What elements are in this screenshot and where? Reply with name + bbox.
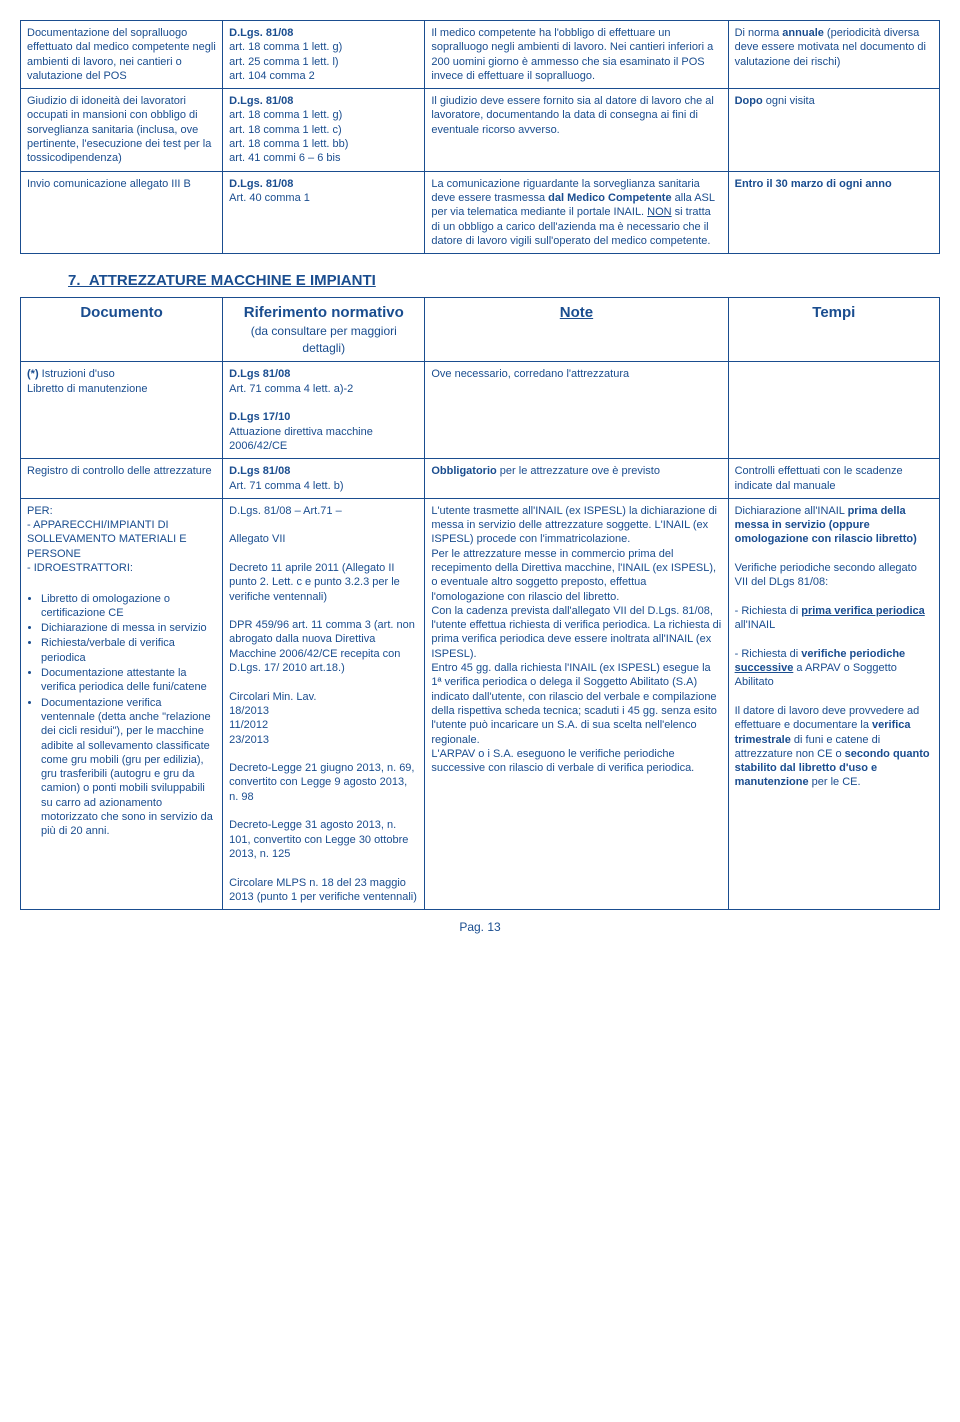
header-tempi-text: Tempi [812, 304, 855, 321]
header-ref: Riferimento normativo (da consultare per… [223, 298, 425, 362]
header-note-text: Note [560, 304, 593, 321]
cell-doc: Documentazione del sopralluogo effettuat… [21, 21, 223, 89]
cell-ref: D.Lgs 81/08Art. 71 comma 4 lett. a)-2D.L… [223, 362, 425, 459]
cell-ref: D.Lgs 81/08Art. 71 comma 4 lett. b) [223, 459, 425, 499]
table-section7-body: (*) Istruzioni d'usoLibretto di manutenz… [21, 362, 940, 910]
section-7-title: 7. ATTREZZATURE MACCHINE E IMPIANTI [68, 272, 940, 289]
table-row: PER:- APPARECCHI/IMPIANTI DI SOLLEVAMENT… [21, 498, 940, 909]
cell-note: La comunicazione riguardante la sorvegli… [425, 171, 728, 253]
table-top-body: Documentazione del sopralluogo effettuat… [21, 21, 940, 254]
table-row: Documentazione del sopralluogo effettuat… [21, 21, 940, 89]
table-row: (*) Istruzioni d'usoLibretto di manutenz… [21, 362, 940, 459]
cell-tempi: Dopo ogni visita [728, 89, 939, 171]
cell-ref: D.Lgs. 81/08Art. 40 comma 1 [223, 171, 425, 253]
cell-doc: Giudizio di idoneità dei lavoratori occu… [21, 89, 223, 171]
cell-doc: (*) Istruzioni d'usoLibretto di manutenz… [21, 362, 223, 459]
header-doc: Documento [21, 298, 223, 362]
table-row: Invio comunicazione allegato III B D.Lgs… [21, 171, 940, 253]
cell-note: Il giudizio deve essere fornito sia al d… [425, 89, 728, 171]
cell-doc: Registro di controllo delle attrezzature [21, 459, 223, 499]
cell-ref: D.Lgs. 81/08art. 18 comma 1 lett. g)art.… [223, 89, 425, 171]
table-top: Documentazione del sopralluogo effettuat… [20, 20, 940, 254]
cell-ref: D.Lgs. 81/08art. 18 comma 1 lett. g)art.… [223, 21, 425, 89]
header-tempi: Tempi [728, 298, 939, 362]
cell-doc: Invio comunicazione allegato III B [21, 171, 223, 253]
table-row: Giudizio di idoneità dei lavoratori occu… [21, 89, 940, 171]
cell-doc: PER:- APPARECCHI/IMPIANTI DI SOLLEVAMENT… [21, 498, 223, 909]
cell-note: Ove necessario, corredano l'attrezzatura [425, 362, 728, 459]
table-section7: Documento Riferimento normativo (da cons… [20, 297, 940, 910]
table-header-row: Documento Riferimento normativo (da cons… [21, 298, 940, 362]
cell-tempi: Controlli effettuati con le scadenze ind… [728, 459, 939, 499]
header-ref-main: Riferimento normativo [244, 304, 404, 321]
header-doc-text: Documento [80, 304, 163, 321]
cell-note: Il medico competente ha l'obbligo di eff… [425, 21, 728, 89]
cell-tempi [728, 362, 939, 459]
header-ref-sub: (da consultare per maggiori dettagli) [251, 324, 397, 355]
cell-tempi: Di norma annuale (periodicità diversa de… [728, 21, 939, 89]
cell-note: L'utente trasmette all'INAIL (ex ISPESL)… [425, 498, 728, 909]
header-note: Note [425, 298, 728, 362]
cell-tempi: Dichiarazione all'INAIL prima della mess… [728, 498, 939, 909]
table-row: Registro di controllo delle attrezzature… [21, 459, 940, 499]
page-number: Pag. 13 [20, 920, 940, 934]
cell-tempi: Entro il 30 marzo di ogni anno [728, 171, 939, 253]
cell-ref: D.Lgs. 81/08 – Art.71 –Allegato VIIDecre… [223, 498, 425, 909]
cell-note: Obbligatorio per le attrezzature ove è p… [425, 459, 728, 499]
